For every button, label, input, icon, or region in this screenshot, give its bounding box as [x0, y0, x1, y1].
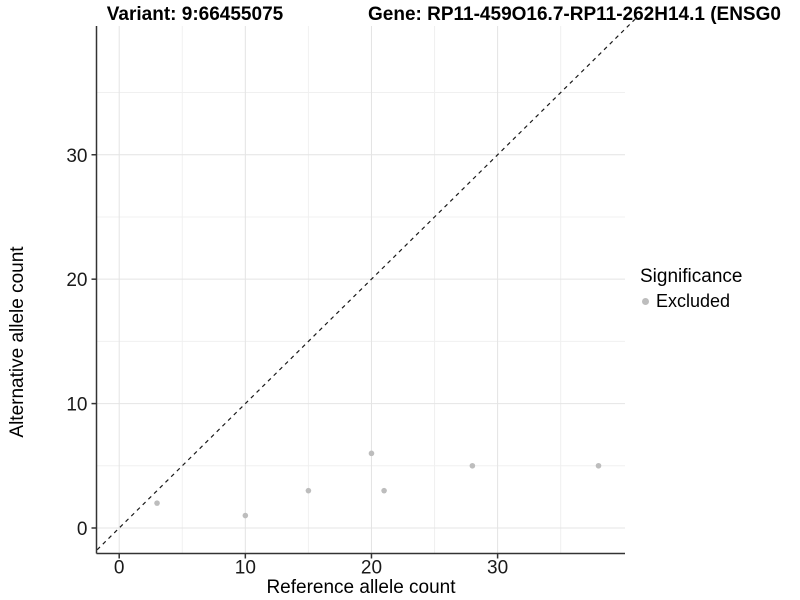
- data-point: [154, 500, 160, 506]
- x-tick-label: 20: [361, 558, 382, 579]
- data-point: [381, 487, 387, 494]
- y-tick-label: 30: [66, 146, 87, 167]
- identity-line: [96, 17, 637, 551]
- plot-title-variant: Variant: 9:66455075: [106, 4, 284, 25]
- data-point: [305, 487, 312, 494]
- legend-point-icon: [642, 298, 649, 305]
- y-axis-title: Alternative allele count: [7, 246, 28, 438]
- data-point: [368, 450, 375, 457]
- x-tick-label: 10: [235, 558, 256, 579]
- data-point: [242, 512, 249, 519]
- x-tick-label: 0: [114, 558, 125, 579]
- y-tick-label: 0: [77, 519, 88, 540]
- data-point: [595, 462, 602, 469]
- y-tick-label: 20: [66, 270, 87, 291]
- legend-item-excluded: Excluded: [640, 291, 742, 312]
- plot-title-gene: Gene: RP11-459O16.7-RP11-262H14.1 (ENSG0: [368, 4, 781, 25]
- y-tick-label: 10: [66, 395, 87, 416]
- legend-title: Significance: [640, 266, 743, 287]
- x-axis-title: Reference allele count: [266, 577, 456, 598]
- legend: Significance Excluded: [640, 266, 742, 312]
- x-tick-label: 30: [487, 558, 508, 579]
- data-point: [469, 462, 476, 469]
- legend-item-label: Excluded: [656, 291, 731, 311]
